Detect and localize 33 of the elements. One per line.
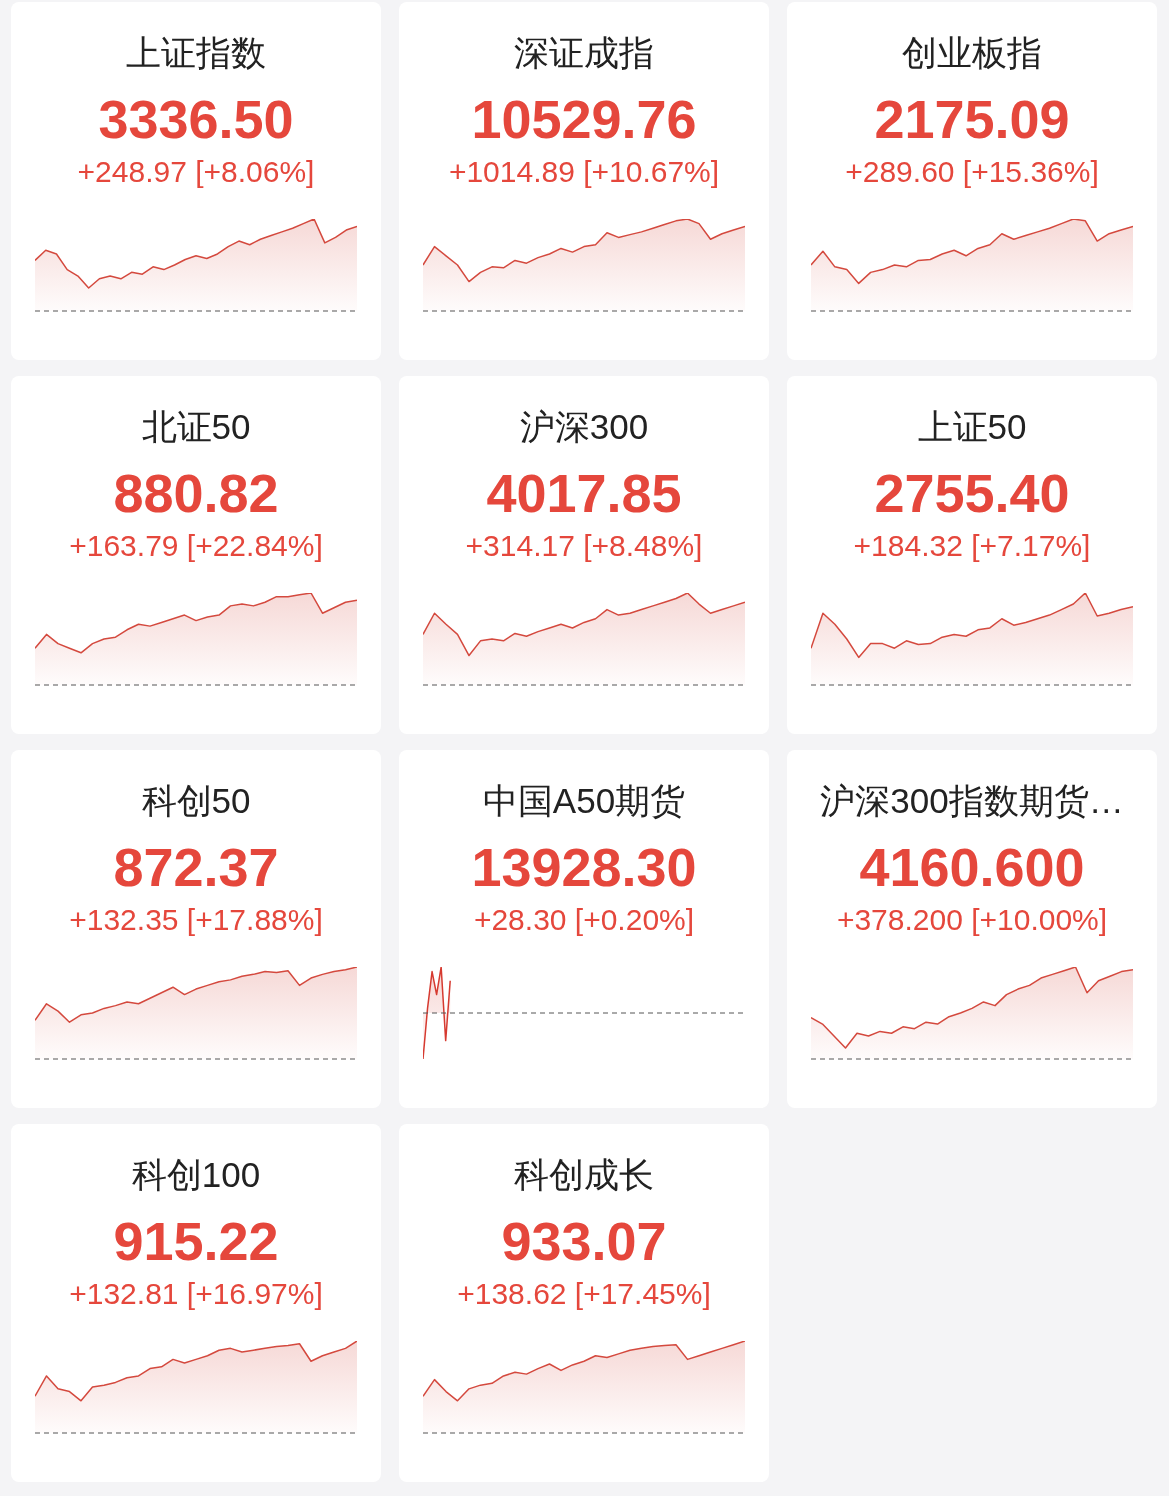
text: +289.60 [+15.36%] <box>845 155 1099 189</box>
chart-subtitle: 3336.50 <box>98 88 294 151</box>
chart-title: 沪深300 <box>519 406 649 448</box>
text: +248.97 [+8.06%] <box>77 155 315 189</box>
chart-title: 中国A50期货 <box>482 780 686 822</box>
text: +314.17 [+8.48%] <box>465 529 703 563</box>
chart-subtitle: 2755.40 <box>874 462 1070 525</box>
chart-subtitle: 872.37 <box>113 836 279 899</box>
chart-subtitle: 13928.30 <box>471 836 697 899</box>
chart-subtitle: 880.82 <box>113 462 279 525</box>
chart-subtitle: 4017.85 <box>486 462 682 525</box>
chart-title: 科创100 <box>131 1154 261 1196</box>
chart-subtitle: 915.22 <box>113 1210 279 1273</box>
chart-subtitle: 4160.600 <box>859 836 1085 899</box>
text: +163.79 [+22.84%] <box>69 529 323 563</box>
chart-title: 沪深300指数期货… <box>820 780 1124 822</box>
chart-title: 北证50 <box>141 406 251 448</box>
chart-title: 科创成长 <box>514 1154 654 1196</box>
text: +28.30 [+0.20%] <box>473 903 695 937</box>
chart-subtitle: 2175.09 <box>874 88 1070 151</box>
chart-title: 上证50 <box>917 406 1027 448</box>
text: +378.200 [+10.00%] <box>836 903 1108 937</box>
text: +1014.89 [+10.67%] <box>448 155 720 189</box>
text: +132.81 [+16.97%] <box>69 1277 323 1311</box>
text: +132.35 [+17.88%] <box>69 903 323 937</box>
text: +184.32 [+7.17%] <box>853 529 1091 563</box>
chart-subtitle: 933.07 <box>501 1210 667 1273</box>
chart-title: 深证成指 <box>514 32 654 74</box>
chart-title: 科创50 <box>141 780 251 822</box>
chart-title: 上证指数 <box>126 32 266 74</box>
chart-title: 创业板指 <box>902 32 1042 74</box>
chart-subtitle: 10529.76 <box>471 88 697 151</box>
text: +138.62 [+17.45%] <box>457 1277 711 1311</box>
